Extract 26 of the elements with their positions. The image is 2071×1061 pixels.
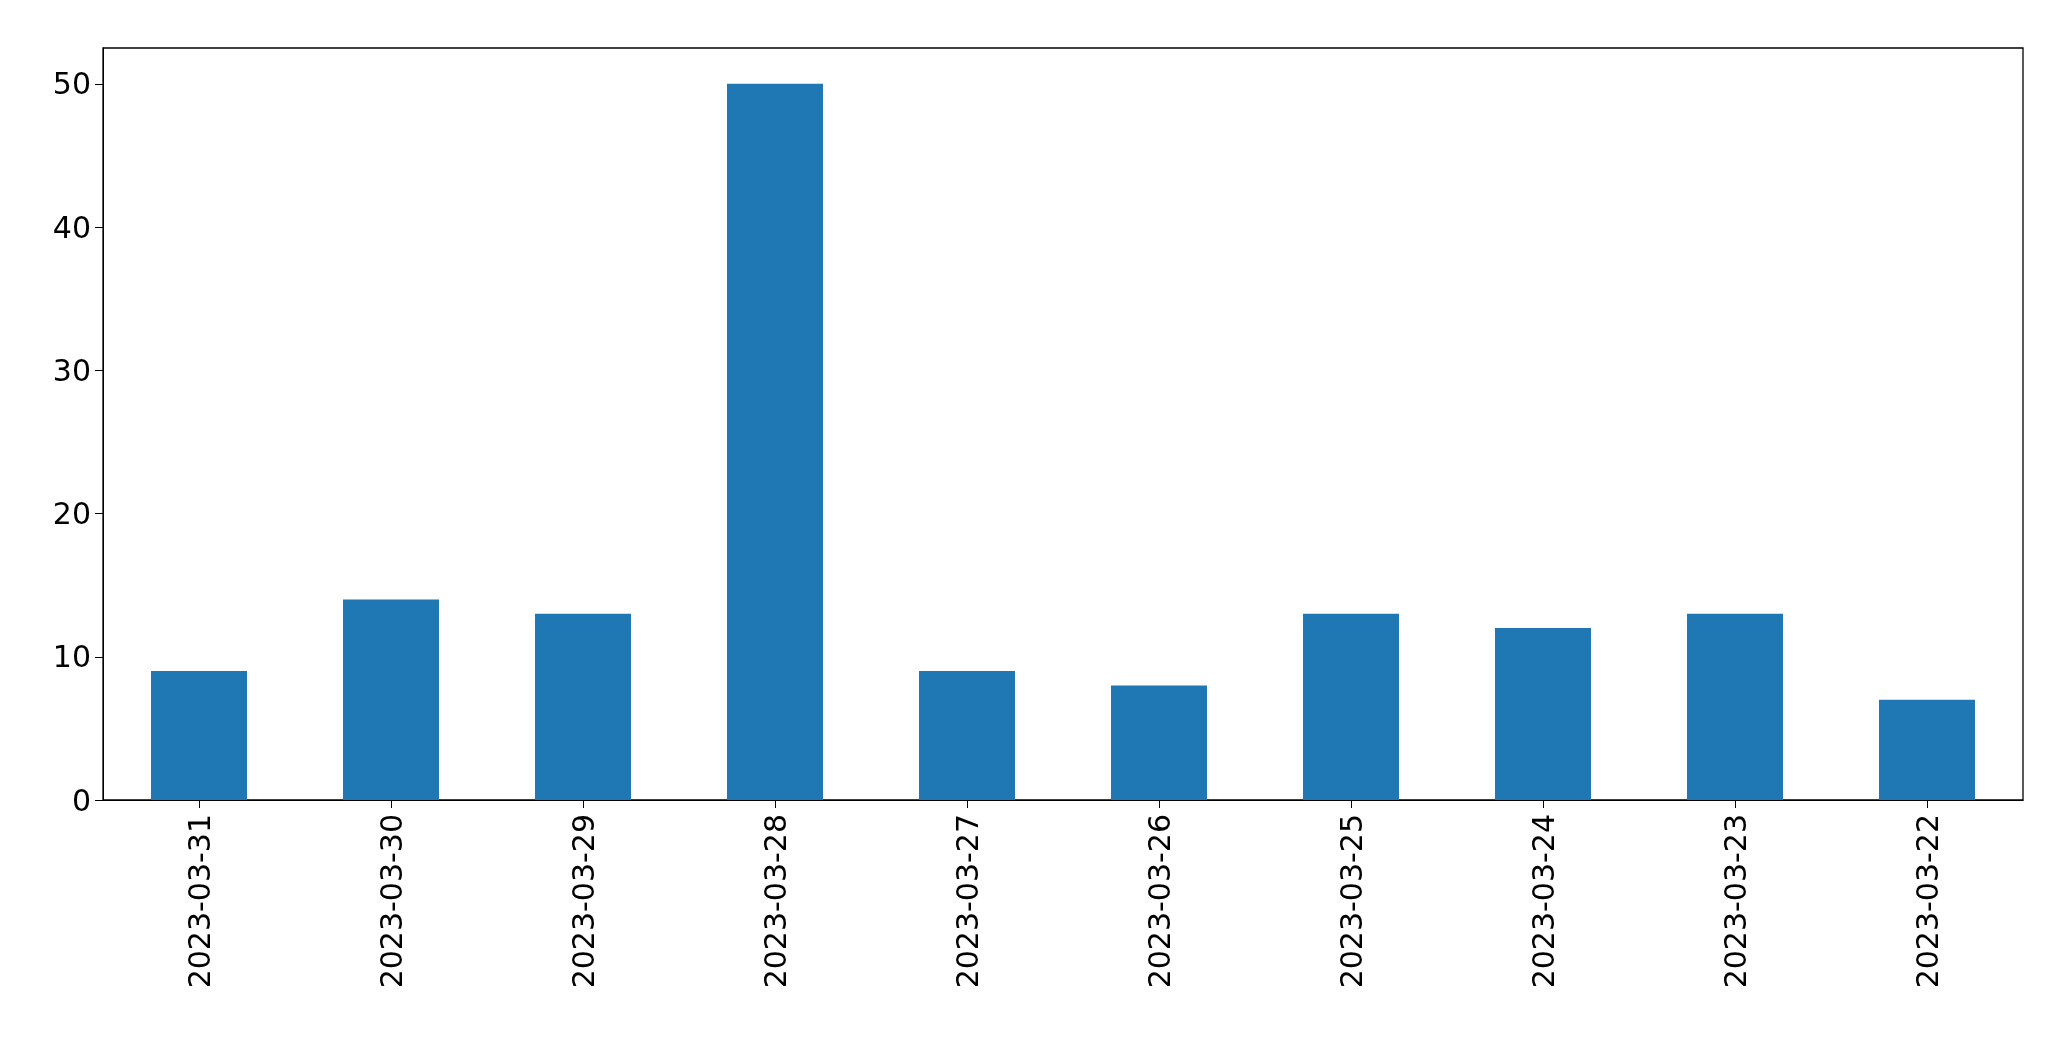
bar (1687, 613, 1783, 800)
bar (919, 671, 1015, 800)
x-tick-label: 2023-03-27 (949, 814, 985, 989)
bar (1111, 685, 1207, 800)
bar (535, 613, 631, 800)
x-tick-label: 2023-03-30 (373, 814, 409, 989)
bar (151, 671, 247, 800)
bar (727, 83, 823, 800)
x-tick-label: 2023-03-26 (1141, 814, 1177, 989)
bar (1879, 699, 1975, 800)
y-tick-label: 30 (52, 352, 91, 388)
bar (1303, 613, 1399, 800)
x-tick-label: 2023-03-28 (757, 814, 793, 989)
y-tick-label: 0 (71, 782, 91, 818)
y-tick-label: 50 (52, 66, 91, 102)
x-tick-label: 2023-03-25 (1333, 814, 1369, 989)
y-tick-label: 20 (52, 496, 91, 532)
x-tick-label: 2023-03-29 (565, 814, 601, 989)
bar (343, 599, 439, 800)
x-tick-label: 2023-03-31 (181, 814, 217, 989)
x-tick-label: 2023-03-22 (1909, 814, 1945, 989)
bar (1495, 628, 1591, 800)
y-tick-label: 40 (52, 209, 91, 245)
x-tick-label: 2023-03-24 (1525, 814, 1561, 989)
x-tick-label: 2023-03-23 (1717, 814, 1753, 989)
y-tick-label: 10 (52, 639, 91, 675)
